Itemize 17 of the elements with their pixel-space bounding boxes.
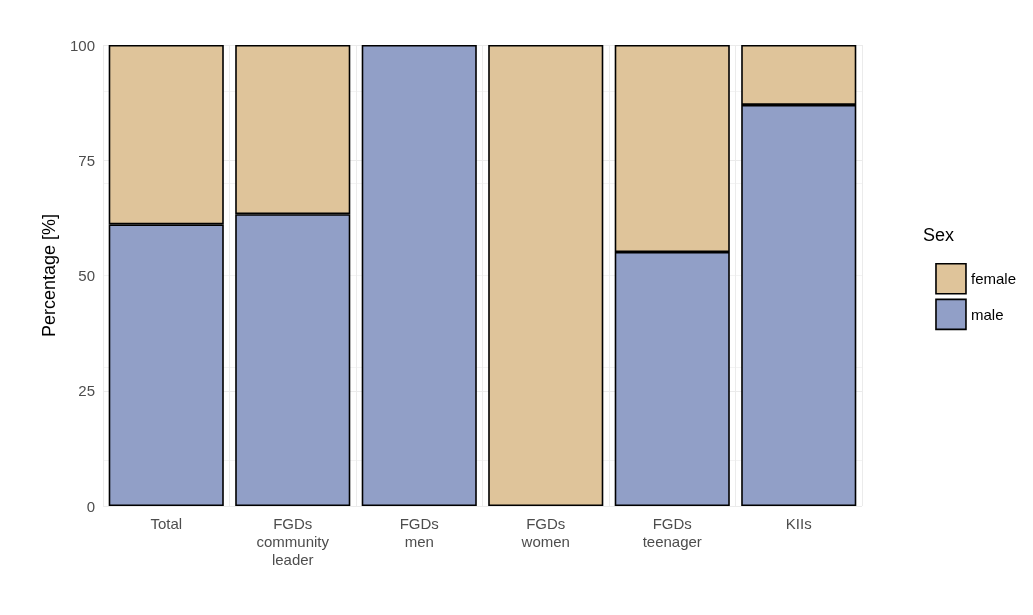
x-tick-label: FGDs teenager (642, 514, 702, 550)
bar (361, 45, 477, 506)
y-tick-label: 25 (78, 382, 95, 400)
x-tick-label: KIIs (785, 514, 812, 532)
x-tick-label: FGDs men (399, 514, 439, 550)
y-axis-title: Percentage [%] (39, 213, 59, 338)
legend-title: Sex (923, 225, 955, 245)
x-tick-label: FGDs women (520, 514, 570, 550)
y-tick-label: 50 (78, 267, 95, 284)
y-tick-label: 0 (86, 497, 95, 515)
y-tick-label: 75 (78, 151, 95, 169)
y-tick-label: 100 (69, 36, 95, 54)
bar (488, 45, 604, 506)
x-tick-label: Total (150, 514, 183, 532)
legend-label: male (970, 305, 1004, 323)
legend-label: female (970, 270, 1017, 288)
x-tick-label: FGDs community leader (256, 514, 330, 568)
